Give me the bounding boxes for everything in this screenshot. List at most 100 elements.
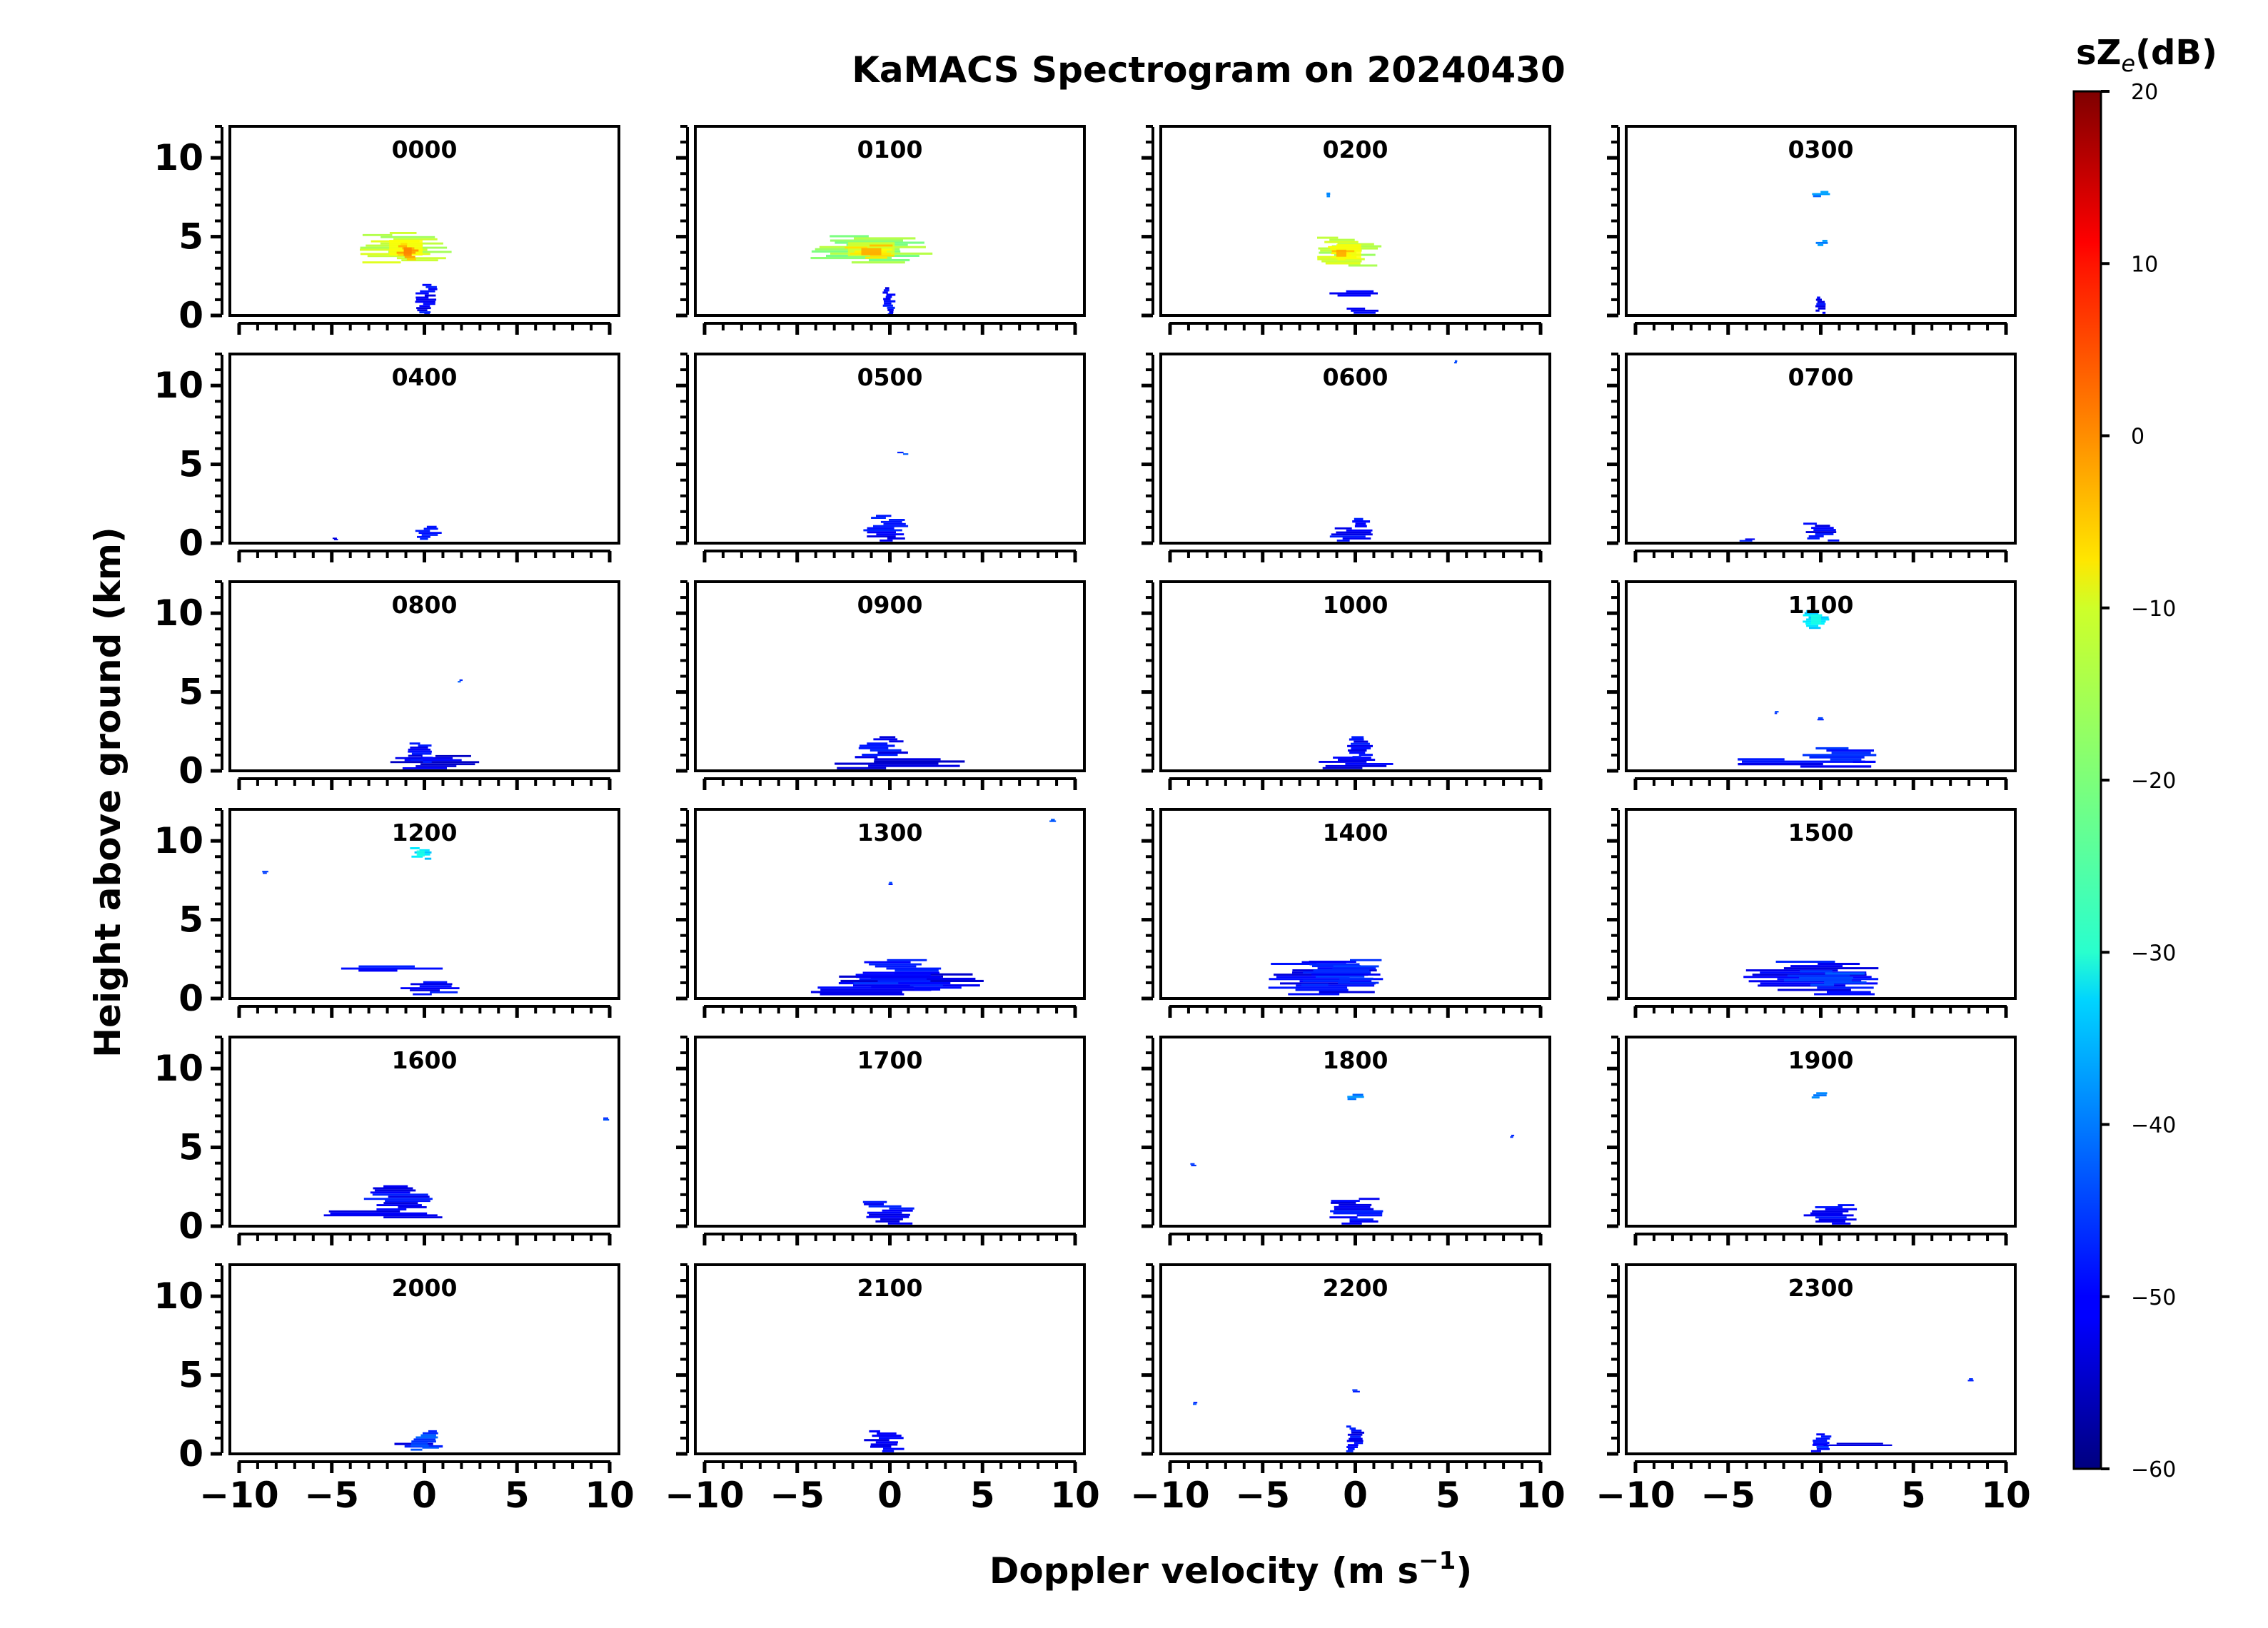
feature-streak <box>1303 971 1371 974</box>
panel-time-label: 0700 <box>1788 363 1854 391</box>
feature-streak <box>889 881 892 884</box>
feature-streak <box>883 289 889 292</box>
feature-core <box>416 850 425 857</box>
feature-streak <box>411 1442 428 1445</box>
feature-streak <box>889 740 904 743</box>
feature-streak <box>830 239 903 242</box>
feature-streak <box>1276 976 1350 979</box>
feature-streak <box>1347 1098 1356 1101</box>
feature-streak <box>867 531 896 534</box>
feature-streak <box>1338 759 1376 761</box>
feature-streak <box>830 235 869 238</box>
panel: 1100 <box>1607 580 2017 790</box>
panel: 0800 0 5 10 <box>153 580 620 792</box>
panel-frame <box>694 580 1086 772</box>
feature-streak <box>875 965 917 968</box>
feature-streak <box>1319 761 1367 763</box>
feature-streak <box>869 963 922 966</box>
spectral-feature <box>1329 1198 1384 1225</box>
feature-streak <box>1269 978 1384 981</box>
y-tick-label: 0 <box>178 978 203 1019</box>
feature-streak <box>1816 1447 1830 1450</box>
feature-streak <box>1296 984 1375 987</box>
x-tick-label: −5 <box>1235 1475 1290 1516</box>
feature-streak <box>1347 744 1373 747</box>
spectral-feature <box>1817 717 1824 721</box>
feature-streak <box>423 303 435 305</box>
feature-streak <box>367 255 410 258</box>
feature-streak <box>406 258 416 261</box>
feature-streak <box>1351 1430 1362 1432</box>
panel-time-label: 1500 <box>1788 819 1854 846</box>
feature-streak <box>410 1448 423 1451</box>
panel: 2000 0 5 10 −10 −5 0 5 10 <box>153 1263 635 1516</box>
feature-streak <box>1822 240 1828 242</box>
feature-streak <box>1738 758 1785 761</box>
feature-streak <box>1288 993 1340 996</box>
feature-streak <box>459 679 463 682</box>
feature-streak <box>1818 963 1860 965</box>
feature-streak <box>889 519 905 521</box>
feature-streak <box>1351 736 1364 739</box>
feature-core <box>861 248 882 256</box>
panel-time-label: 0500 <box>857 363 923 391</box>
feature-streak <box>1351 1431 1364 1434</box>
panel: 2200 −10 −5 0 5 10 <box>1130 1263 1566 1516</box>
feature-streak <box>865 256 887 259</box>
colorbar-tick-label: −20 <box>2131 769 2176 794</box>
feature-streak <box>869 259 910 262</box>
feature-streak <box>1825 1208 1858 1210</box>
feature-streak <box>410 1445 429 1447</box>
feature-streak <box>1301 984 1329 986</box>
feature-streak <box>415 298 437 301</box>
feature-streak <box>1349 1220 1379 1223</box>
feature-streak <box>1311 974 1381 976</box>
feature-streak <box>1349 752 1366 754</box>
panel-frame <box>1159 353 1551 545</box>
feature-streak <box>1332 967 1376 970</box>
feature-streak <box>1817 719 1824 721</box>
x-tick-label: 0 <box>877 1475 902 1516</box>
feature-streak <box>855 756 878 759</box>
spectral-feature <box>864 1430 904 1452</box>
feature-streak <box>888 883 893 885</box>
feature-streak <box>390 761 480 764</box>
feature-streak <box>385 1200 430 1203</box>
feature-streak <box>1809 627 1821 630</box>
spectral-feature <box>1346 308 1379 314</box>
feature-streak <box>330 1212 428 1215</box>
spectral-feature <box>873 736 904 743</box>
spectral-feature <box>396 243 419 261</box>
feature-streak <box>876 515 892 517</box>
feature-streak <box>1322 767 1363 769</box>
feature-streak <box>858 747 889 749</box>
feature-streak <box>418 532 442 534</box>
feature-streak <box>1349 1437 1363 1440</box>
spectral-feature <box>1510 1134 1515 1138</box>
feature-streak <box>1316 975 1365 978</box>
spectral-feature <box>882 287 896 315</box>
feature-streak <box>1331 256 1345 258</box>
feature-streak <box>424 294 436 297</box>
feature-streak <box>1738 763 1823 766</box>
feature-streak <box>1193 1402 1198 1404</box>
feature-streak <box>864 1203 884 1205</box>
feature-streak <box>1329 535 1366 538</box>
colorbar-title-main: sZ <box>2076 33 2121 73</box>
feature-streak <box>1342 537 1371 540</box>
feature-streak <box>1783 967 1879 970</box>
panel-time-label: 0800 <box>392 591 458 619</box>
feature-streak <box>413 993 432 996</box>
feature-streak <box>1818 717 1823 719</box>
panel: 0700 <box>1607 353 2017 562</box>
feature-streak <box>886 293 896 296</box>
colorbar: sZe(dB) 20 10 0 −10 −20 −30 −40 −50 −60 <box>2072 33 2217 1482</box>
feature-streak <box>1810 984 1835 986</box>
feature-streak <box>416 307 431 310</box>
panel: 0100 <box>676 125 1086 335</box>
y-tick-label: 0 <box>178 1205 203 1247</box>
feature-streak <box>419 305 430 308</box>
feature-streak <box>1359 1198 1380 1200</box>
feature-streak <box>859 978 927 981</box>
feature-streak <box>1334 1205 1371 1208</box>
